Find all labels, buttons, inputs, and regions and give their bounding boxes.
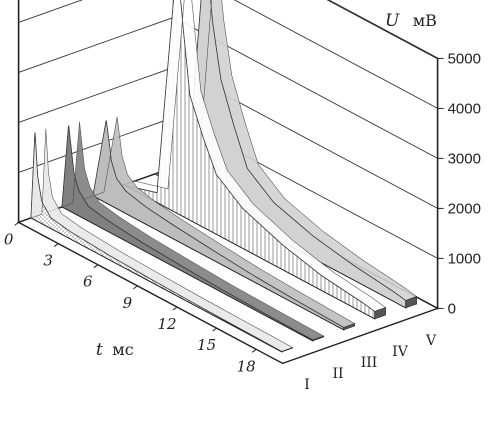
z-axis-var: U <box>385 11 400 31</box>
series-group-1 <box>30 128 294 353</box>
z-axis-unit: мВ <box>413 11 437 30</box>
t-tick-mark-2 <box>93 264 99 269</box>
series-endcap-2 <box>312 335 324 342</box>
t-tick-label-4: 12 <box>157 315 176 333</box>
gridline-5 <box>327 0 438 59</box>
t-tick-mark-3 <box>133 285 138 290</box>
series-endcap-4 <box>374 307 386 320</box>
t-tick-label-0: 0 <box>4 230 14 248</box>
z-tick-label-5: 5000 <box>448 50 481 67</box>
t-tick-label-5: 15 <box>197 336 216 354</box>
t-tick-label-3: 9 <box>123 294 133 312</box>
series-group-4 <box>122 0 387 320</box>
series-group-5 <box>153 0 418 309</box>
z-tick-label-4: 4000 <box>448 100 481 117</box>
t-tick-label-1: 3 <box>43 252 53 270</box>
t-tick-label-6: 18 <box>237 357 256 375</box>
z-tick-label-0: 0 <box>448 300 456 317</box>
z-tick-label-1: 1000 <box>448 250 481 267</box>
series-label-5: V <box>425 333 437 349</box>
series-group-3 <box>92 116 356 331</box>
chart-series-layer <box>30 0 418 353</box>
t-tick-mark-1 <box>53 243 59 247</box>
t-tick-mark-0 <box>14 221 19 226</box>
series-endcap-5 <box>405 296 417 309</box>
x-axis-var: t <box>96 340 103 360</box>
z-tick-label-3: 3000 <box>448 150 481 167</box>
series-endcap-1 <box>281 347 293 353</box>
series-label-1: I <box>304 377 310 393</box>
series-endcap-3 <box>343 323 355 331</box>
z-tick-label-2: 2000 <box>448 200 481 217</box>
series-label-3: III <box>361 355 378 371</box>
z-axis-title: U мВ <box>385 11 437 31</box>
t-tick-mark-5 <box>212 327 217 332</box>
t-tick-mark-6 <box>251 348 257 353</box>
series-label-2: II <box>332 366 343 382</box>
x-axis-unit: мс <box>112 340 133 359</box>
series-label-4: IV <box>392 344 409 360</box>
gridline-4 <box>18 0 438 109</box>
t-tick-mark-4 <box>172 306 178 311</box>
series-group-2 <box>61 121 325 342</box>
t-tick-label-2: 6 <box>83 273 93 291</box>
x-axis-title: t мс <box>96 340 134 360</box>
